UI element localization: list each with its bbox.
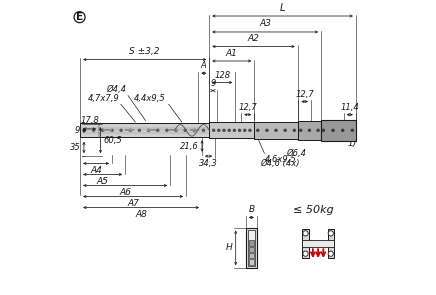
Bar [302, 229, 309, 258]
Circle shape [341, 129, 344, 132]
Circle shape [328, 231, 334, 236]
Bar [248, 230, 255, 266]
Circle shape [101, 129, 104, 132]
Text: E: E [76, 12, 83, 22]
Text: 4,7x7,9: 4,7x7,9 [88, 94, 119, 103]
Circle shape [351, 129, 354, 132]
Text: 1): 1) [347, 139, 356, 148]
Circle shape [256, 129, 259, 132]
Circle shape [293, 129, 296, 132]
Text: ≤ 50kg: ≤ 50kg [293, 205, 334, 215]
Text: A2: A2 [248, 34, 259, 43]
Text: Ø4,6 (4x): Ø4,6 (4x) [260, 159, 300, 168]
Text: A6: A6 [119, 189, 131, 197]
Circle shape [243, 129, 246, 132]
Circle shape [249, 129, 252, 132]
Text: 9: 9 [75, 126, 81, 135]
Circle shape [222, 129, 225, 132]
Circle shape [202, 129, 205, 132]
Text: 35: 35 [70, 143, 81, 152]
Text: 21,6: 21,6 [180, 142, 198, 150]
Text: 11,4: 11,4 [341, 103, 359, 112]
Text: 60,5: 60,5 [104, 136, 123, 145]
Bar [209, 122, 254, 138]
Circle shape [129, 129, 132, 132]
Text: 4,4x9,5: 4,4x9,5 [134, 94, 166, 103]
Text: A7: A7 [127, 199, 139, 208]
Circle shape [284, 129, 286, 132]
Circle shape [322, 129, 325, 132]
Circle shape [174, 129, 177, 132]
Text: A5: A5 [97, 177, 109, 186]
Circle shape [331, 129, 334, 132]
Text: Ø4,4: Ø4,4 [106, 85, 126, 94]
Text: 9: 9 [210, 79, 216, 88]
Circle shape [119, 129, 123, 132]
Bar [321, 120, 356, 140]
Circle shape [328, 251, 334, 256]
Text: A: A [201, 61, 207, 70]
Text: 12,7: 12,7 [295, 90, 314, 99]
Bar [327, 229, 334, 258]
Bar [80, 123, 209, 137]
Circle shape [266, 129, 268, 132]
Circle shape [228, 129, 231, 132]
Circle shape [233, 129, 236, 132]
Text: 12,7: 12,7 [238, 103, 257, 112]
Circle shape [110, 129, 113, 132]
Circle shape [92, 129, 95, 132]
Circle shape [317, 129, 320, 132]
Text: 128: 128 [214, 71, 230, 80]
Bar [254, 122, 298, 139]
Text: 17,8: 17,8 [80, 117, 99, 125]
Text: L: L [280, 3, 285, 12]
Bar [298, 121, 321, 140]
Bar [249, 240, 254, 245]
Text: A1: A1 [226, 48, 238, 58]
Text: S ±3,2: S ±3,2 [129, 47, 160, 56]
Circle shape [275, 129, 277, 132]
Bar [249, 260, 254, 265]
Bar [249, 253, 254, 258]
Circle shape [238, 129, 241, 132]
Circle shape [147, 129, 150, 132]
Text: Ø6,4: Ø6,4 [286, 149, 306, 158]
Text: 4,6x9,5: 4,6x9,5 [265, 155, 297, 164]
Circle shape [156, 129, 159, 132]
Circle shape [138, 129, 141, 132]
Bar [246, 227, 257, 268]
Text: A8: A8 [135, 210, 147, 219]
Text: A3: A3 [259, 19, 271, 29]
Circle shape [303, 231, 308, 236]
Circle shape [193, 129, 196, 132]
Text: 34,3: 34,3 [199, 159, 218, 168]
Circle shape [218, 129, 220, 132]
Circle shape [303, 251, 308, 256]
Circle shape [299, 129, 302, 132]
Text: A4: A4 [90, 166, 102, 175]
Circle shape [83, 129, 86, 132]
Circle shape [165, 129, 168, 132]
Circle shape [308, 129, 311, 132]
Bar [302, 240, 334, 247]
Bar [249, 247, 254, 252]
Circle shape [184, 129, 187, 132]
Circle shape [212, 129, 215, 132]
Text: B: B [249, 205, 255, 214]
Text: H: H [225, 243, 232, 253]
